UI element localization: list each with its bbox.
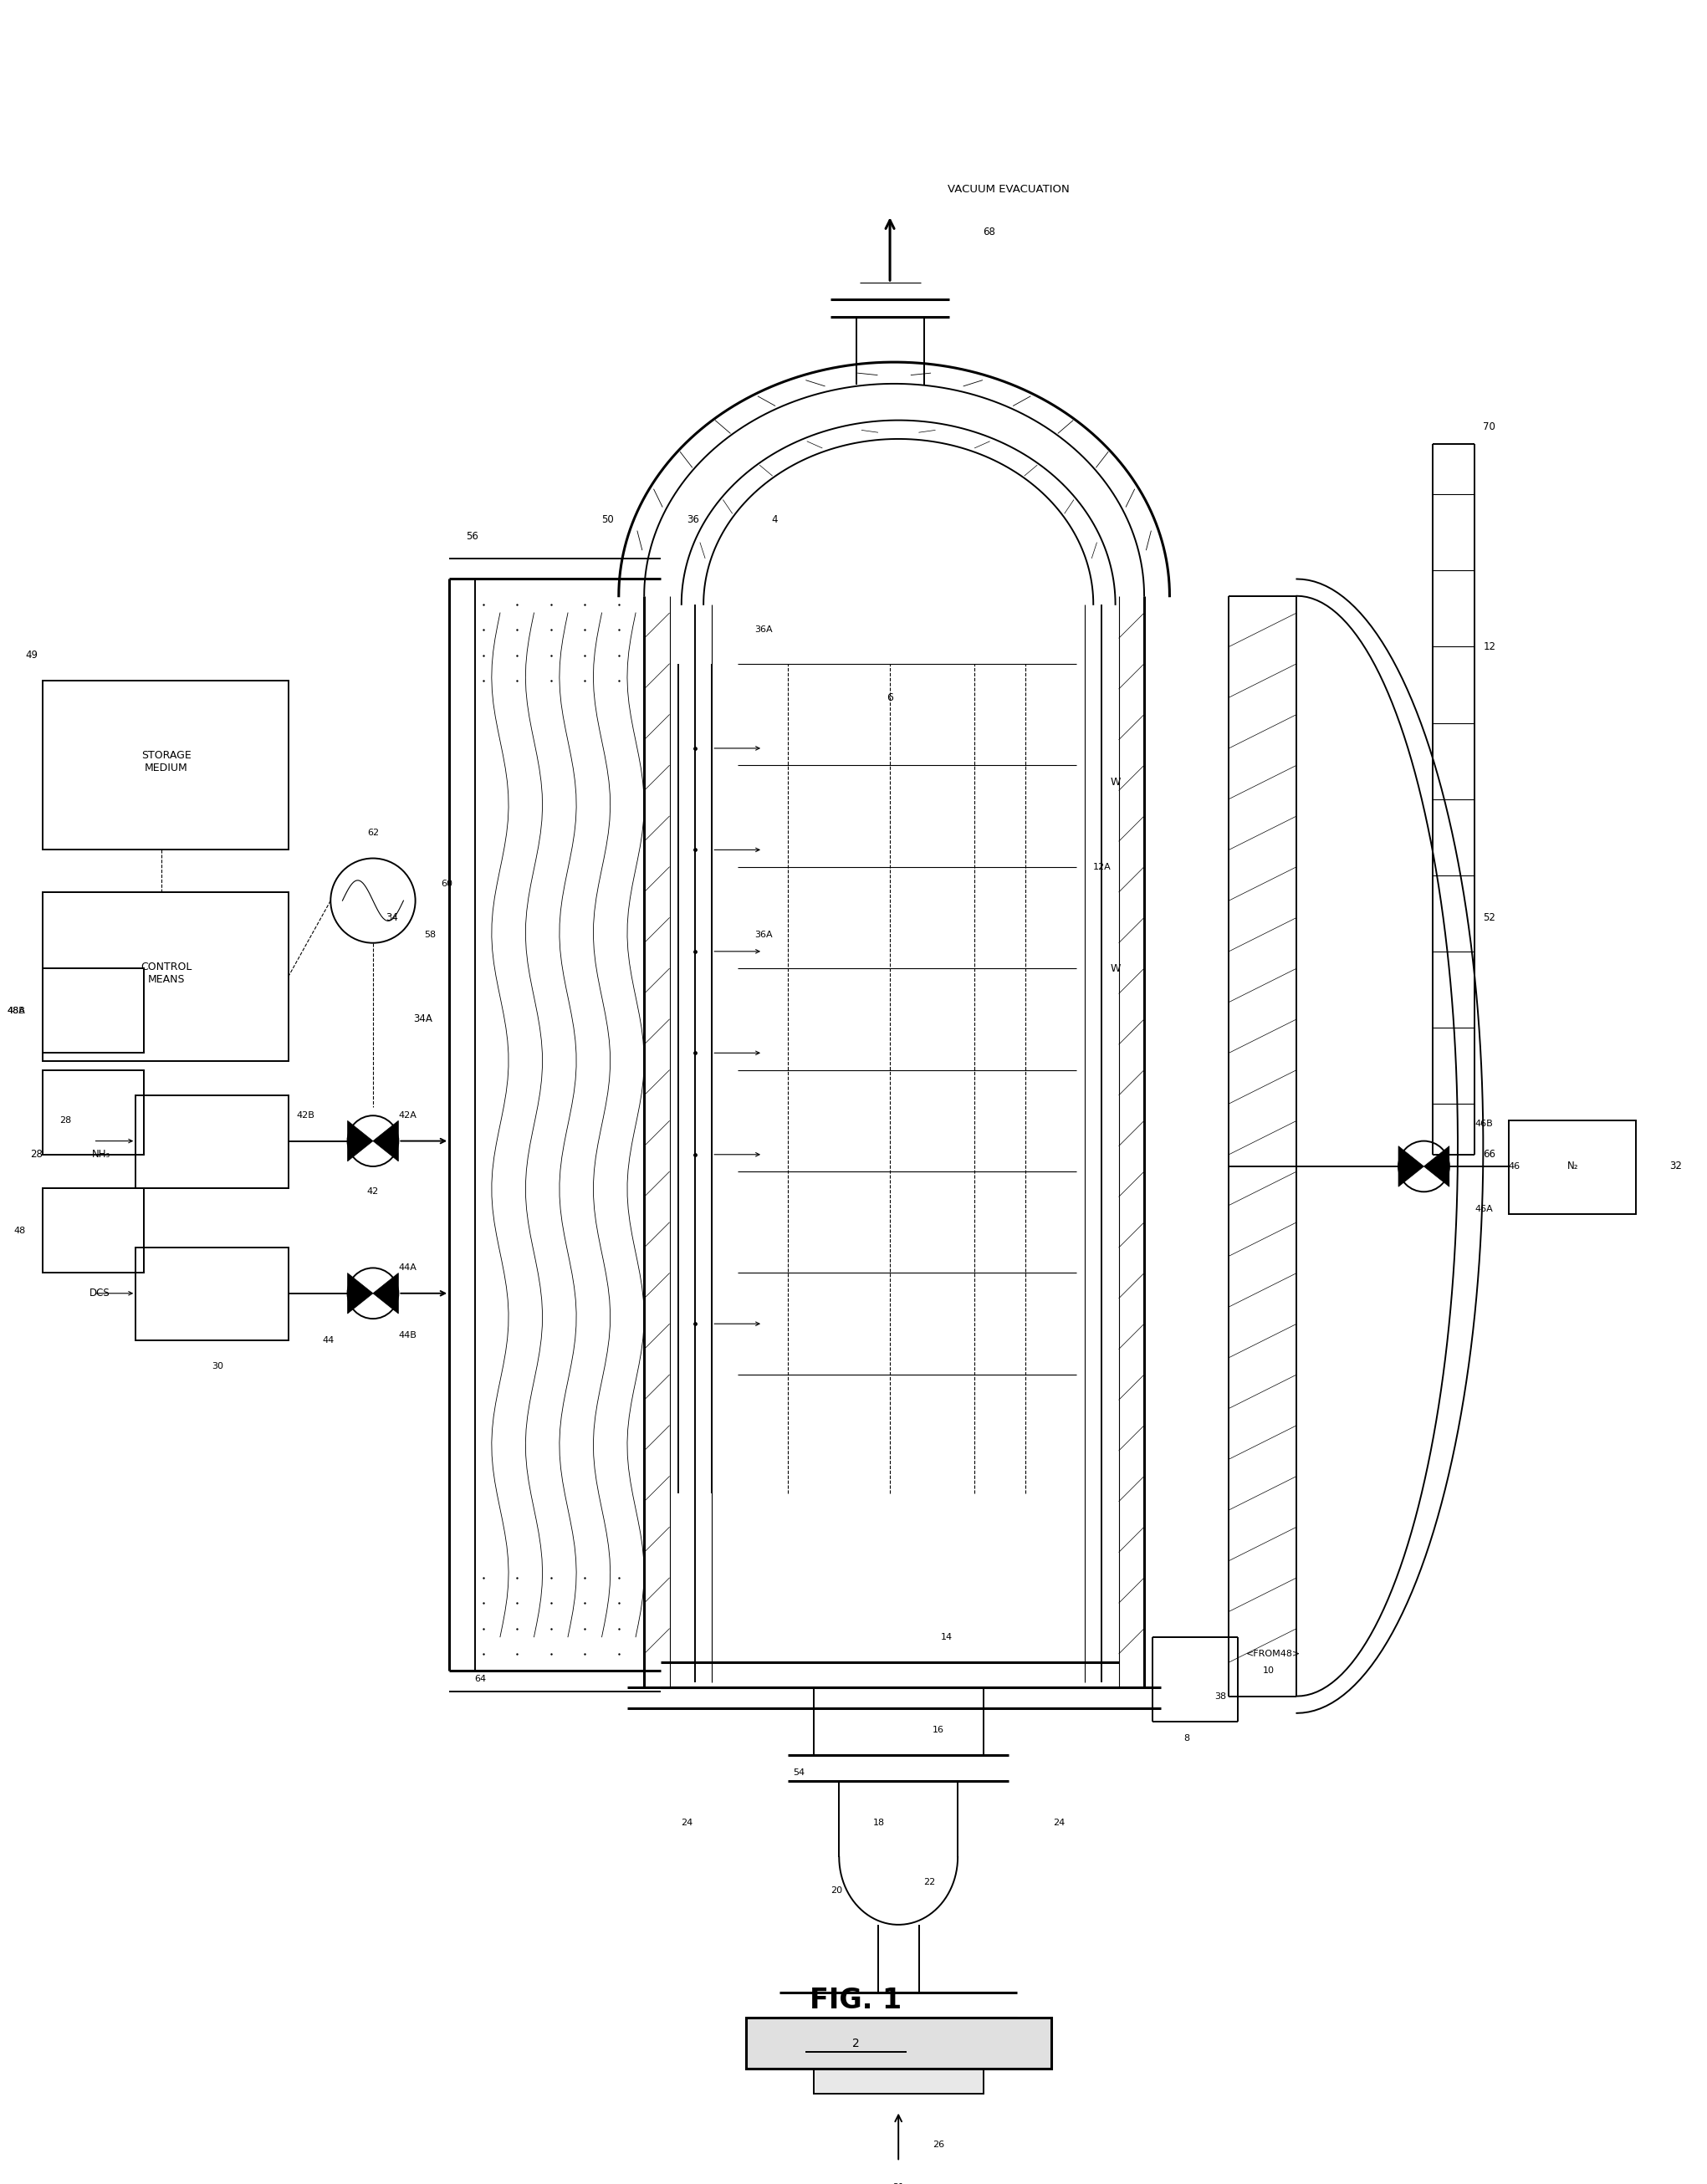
Text: 38: 38 <box>1215 1693 1226 1701</box>
Text: 36A: 36A <box>754 930 773 939</box>
Text: 49: 49 <box>26 651 38 660</box>
Text: 8: 8 <box>1183 1734 1190 1743</box>
Bar <box>43 968 143 1053</box>
Text: 60: 60 <box>440 880 452 889</box>
Text: 14: 14 <box>941 1634 953 1640</box>
Text: W: W <box>1110 963 1120 974</box>
Text: 34A: 34A <box>413 1013 432 1024</box>
Text: <FROM48>: <FROM48> <box>1246 1649 1301 1658</box>
Text: 30: 30 <box>212 1363 224 1369</box>
Text: 6: 6 <box>886 692 893 703</box>
Text: 28: 28 <box>60 1116 72 1125</box>
Text: 46: 46 <box>1509 1162 1521 1171</box>
Text: 20: 20 <box>831 1887 843 1896</box>
Text: 22: 22 <box>923 1878 935 1887</box>
Text: 10: 10 <box>1263 1666 1275 1675</box>
Text: 12A: 12A <box>1092 863 1111 871</box>
Text: 70: 70 <box>1483 422 1495 432</box>
Bar <box>43 1188 143 1273</box>
Text: 46B: 46B <box>1475 1120 1494 1129</box>
Bar <box>43 681 288 850</box>
Polygon shape <box>372 1273 398 1313</box>
Bar <box>43 1070 143 1155</box>
Text: 36A: 36A <box>754 625 773 633</box>
Polygon shape <box>372 1120 398 1162</box>
Bar <box>135 1096 288 1188</box>
Text: 56: 56 <box>466 531 478 542</box>
Text: 18: 18 <box>872 1819 884 1828</box>
Polygon shape <box>1398 1147 1424 1186</box>
Polygon shape <box>348 1273 372 1313</box>
Text: 58: 58 <box>423 930 435 939</box>
Text: 44B: 44B <box>398 1332 417 1339</box>
Bar <box>1509 1120 1635 1214</box>
Bar <box>814 2027 983 2094</box>
Text: 44: 44 <box>323 1337 335 1345</box>
Text: 32: 32 <box>1669 1162 1681 1173</box>
Text: 4: 4 <box>772 513 778 524</box>
Text: 48A: 48A <box>7 1007 26 1016</box>
Text: 52: 52 <box>1483 913 1495 924</box>
Text: W: W <box>1110 778 1120 788</box>
Text: CONTROL
MEANS: CONTROL MEANS <box>140 961 191 985</box>
Text: 66: 66 <box>1483 1149 1495 1160</box>
Text: 42: 42 <box>367 1188 379 1197</box>
Text: 42A: 42A <box>398 1112 417 1120</box>
Text: STORAGE
MEDIUM: STORAGE MEDIUM <box>142 749 191 773</box>
Text: 16: 16 <box>932 1725 944 1734</box>
Text: 68: 68 <box>983 227 995 238</box>
Text: N₂: N₂ <box>1567 1162 1579 1173</box>
Bar <box>135 1247 288 1341</box>
Text: 34: 34 <box>386 913 398 924</box>
Text: 28: 28 <box>31 1149 43 1160</box>
Text: 64: 64 <box>475 1675 486 1684</box>
Text: 48B: 48B <box>7 1007 26 1016</box>
Text: 54: 54 <box>794 1769 806 1776</box>
Text: 62: 62 <box>367 828 379 836</box>
Text: 26: 26 <box>932 2140 944 2149</box>
Polygon shape <box>1424 1147 1449 1186</box>
Text: 2: 2 <box>852 2038 860 2049</box>
Text: 42B: 42B <box>297 1112 316 1120</box>
Bar <box>746 2018 1052 2068</box>
Text: DCS: DCS <box>89 1289 111 1299</box>
Text: 24: 24 <box>1053 1819 1065 1828</box>
Text: 48: 48 <box>14 1227 26 1234</box>
Bar <box>43 891 288 1061</box>
Text: 24: 24 <box>681 1819 693 1828</box>
Text: NH₃: NH₃ <box>92 1149 111 1160</box>
Text: 12: 12 <box>1483 642 1495 653</box>
Text: VACUUM EVACUATION: VACUUM EVACUATION <box>947 183 1070 194</box>
Text: 46A: 46A <box>1475 1206 1494 1212</box>
Text: FIG. 1: FIG. 1 <box>811 1987 901 2014</box>
Polygon shape <box>348 1120 372 1162</box>
Text: 36: 36 <box>686 513 698 524</box>
Text: 50: 50 <box>603 513 615 524</box>
Text: 44A: 44A <box>398 1265 417 1271</box>
